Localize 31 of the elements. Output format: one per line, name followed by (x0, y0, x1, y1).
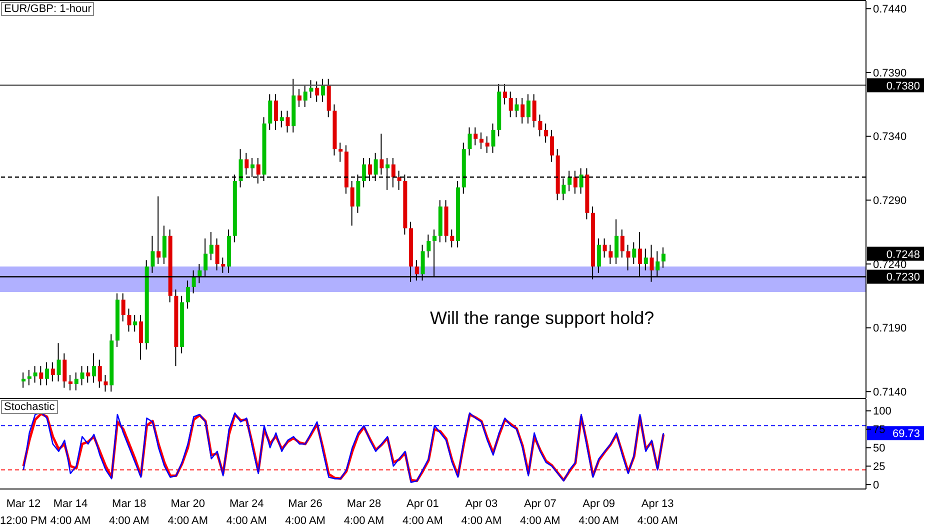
ref-line-label: 0.7230 (886, 272, 920, 284)
y-tick-label: 50 (873, 442, 886, 455)
chart-title: EUR/GBP: 1-hour (1, 2, 94, 16)
y-tick-label: 0.7240 (873, 258, 907, 271)
y-tick-label: 0.7290 (873, 195, 907, 208)
y-tick-label: 0.7440 (873, 4, 907, 16)
annotation: Will the range support hold? (430, 308, 654, 329)
y-tick-label: 0 (873, 479, 880, 492)
text: 0.7248 (886, 248, 920, 261)
text: 69.73 (892, 428, 920, 440)
x-tick-label: Mar 14 4:00 AM (50, 498, 91, 525)
x-tick-label: Mar 12 12:00 PM (0, 498, 48, 525)
chart-title: Stochastic (1, 400, 58, 414)
y-tick-label: 0.7340 (873, 131, 907, 144)
ref-line-label: 0.7380 (886, 80, 920, 92)
x-tick-label: Mar 24 4:00 AM (226, 498, 267, 525)
y-tick-label: 100 (873, 406, 892, 418)
y-tick-label: 0.7390 (873, 67, 907, 80)
x-tick-label: Mar 20 4:00 AM (168, 498, 208, 525)
x-tick-label: Mar 18 4:00 AM (108, 498, 150, 525)
x-tick-label: Apr 13 4:00 AM (637, 498, 678, 525)
y-tick-label: 75 (873, 424, 886, 436)
x-tick-label: Apr 03 4:00 AM (461, 498, 502, 525)
y-tick-label: 25 (873, 461, 886, 474)
x-tick-label: Apr 07 4:00 AM (520, 498, 560, 525)
x-tick-label: Mar 28 4:00 AM (344, 498, 384, 525)
x-tick-label: Apr 09 4:00 AM (578, 498, 620, 525)
x-tick-label: Mar 26 4:00 AM (285, 498, 326, 525)
x-tick-label: Apr 01 4:00 AM (402, 498, 443, 525)
y-tick-label: 0.7140 (873, 386, 907, 399)
y-tick-label: 0.7190 (873, 322, 907, 335)
